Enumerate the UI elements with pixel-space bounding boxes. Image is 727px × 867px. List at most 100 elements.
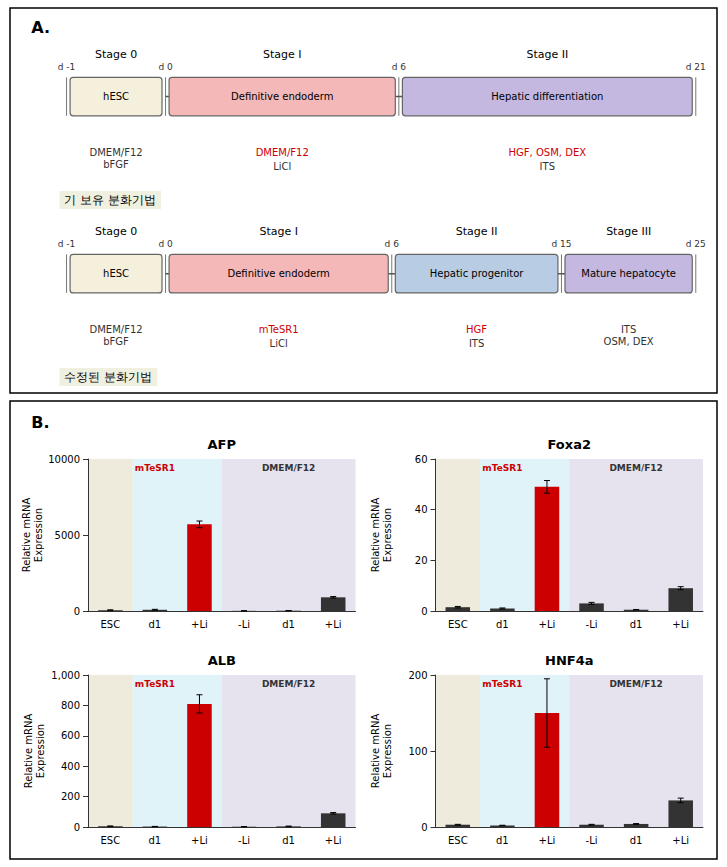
svg-text:+Li: +Li: [191, 619, 208, 630]
svg-text:OSM, DEX: OSM, DEX: [604, 336, 654, 347]
svg-text:d1: d1: [496, 835, 509, 846]
svg-text:hESC: hESC: [103, 268, 129, 279]
svg-text:ESC: ESC: [448, 835, 468, 846]
svg-text:0: 0: [74, 606, 80, 617]
svg-text:0: 0: [74, 822, 80, 833]
svg-text:d 6: d 6: [385, 239, 400, 249]
svg-text:ITS: ITS: [621, 324, 636, 335]
svg-text:Hepatic progenitor: Hepatic progenitor: [430, 268, 525, 279]
svg-text:ITS: ITS: [469, 338, 484, 349]
svg-text:B.: B.: [31, 413, 49, 432]
svg-text:DMEM/F12: DMEM/F12: [609, 679, 663, 689]
svg-text:Expression: Expression: [382, 508, 393, 562]
svg-text:DMEM/F12: DMEM/F12: [89, 147, 142, 158]
svg-text:-Li: -Li: [238, 835, 250, 846]
svg-text:Definitive endoderm: Definitive endoderm: [231, 91, 333, 102]
svg-text:+Li: +Li: [191, 835, 208, 846]
svg-text:0: 0: [421, 822, 427, 833]
svg-text:d1: d1: [149, 619, 162, 630]
svg-text:bFGF: bFGF: [103, 336, 129, 347]
svg-text:LiCl: LiCl: [273, 161, 291, 172]
svg-text:DMEM/F12: DMEM/F12: [262, 463, 316, 473]
svg-text:-Li: -Li: [586, 835, 598, 846]
svg-text:Expression: Expression: [35, 724, 46, 778]
svg-text:Relative mRNA: Relative mRNA: [370, 498, 381, 573]
svg-text:-Li: -Li: [238, 619, 250, 630]
svg-text:HGF: HGF: [466, 324, 487, 335]
svg-text:+Li: +Li: [672, 835, 689, 846]
svg-text:ITS: ITS: [540, 161, 555, 172]
svg-text:mTeSR1: mTeSR1: [482, 679, 522, 689]
svg-text:60: 60: [415, 454, 428, 465]
svg-text:d1: d1: [630, 619, 643, 630]
svg-text:HNF4a: HNF4a: [545, 653, 593, 668]
svg-text:400: 400: [61, 761, 80, 772]
svg-text:Hepatic differentiation: Hepatic differentiation: [491, 91, 603, 102]
svg-text:HGF, OSM, DEX: HGF, OSM, DEX: [509, 147, 587, 158]
svg-text:A.: A.: [31, 18, 50, 37]
svg-text:Mature hepatocyte: Mature hepatocyte: [581, 268, 676, 279]
svg-text:0: 0: [421, 606, 427, 617]
svg-text:Foxa2: Foxa2: [548, 437, 592, 452]
svg-text:Stage I: Stage I: [263, 48, 302, 61]
svg-text:DMEM/F12: DMEM/F12: [89, 324, 142, 335]
svg-text:+Li: +Li: [539, 835, 556, 846]
svg-text:Expression: Expression: [33, 508, 44, 562]
svg-text:10000: 10000: [48, 454, 80, 465]
svg-text:d 15: d 15: [551, 239, 571, 249]
svg-text:+Li: +Li: [539, 619, 556, 630]
svg-text:800: 800: [61, 700, 80, 711]
svg-text:d 0: d 0: [158, 62, 173, 72]
svg-text:5000: 5000: [55, 530, 80, 541]
svg-text:600: 600: [61, 730, 80, 741]
svg-text:d1: d1: [282, 835, 295, 846]
svg-text:Stage II: Stage II: [456, 225, 498, 238]
svg-text:Relative mRNA: Relative mRNA: [370, 714, 381, 789]
svg-text:d1: d1: [630, 835, 643, 846]
svg-text:+Li: +Li: [325, 835, 342, 846]
svg-text:d 6: d 6: [392, 62, 407, 72]
svg-text:d 21: d 21: [686, 62, 706, 72]
svg-text:d1: d1: [282, 619, 295, 630]
svg-text:d1: d1: [149, 835, 162, 846]
svg-text:-Li: -Li: [586, 619, 598, 630]
svg-text:Definitive endoderm: Definitive endoderm: [227, 268, 329, 279]
svg-text:Stage III: Stage III: [606, 225, 651, 238]
svg-text:d1: d1: [496, 619, 509, 630]
svg-text:LiCl: LiCl: [270, 338, 288, 349]
svg-text:Expression: Expression: [382, 724, 393, 778]
svg-text:ESC: ESC: [100, 619, 120, 630]
svg-text:hESC: hESC: [103, 91, 129, 102]
svg-text:DMEM/F12: DMEM/F12: [609, 463, 663, 473]
svg-text:20: 20: [415, 555, 428, 566]
svg-text:100: 100: [408, 746, 427, 757]
svg-text:Stage I: Stage I: [259, 225, 298, 238]
svg-text:d -1: d -1: [58, 62, 76, 72]
svg-text:mTeSR1: mTeSR1: [135, 463, 175, 473]
svg-text:200: 200: [61, 791, 80, 802]
svg-text:기 보유 분화기법: 기 보유 분화기법: [64, 193, 156, 207]
svg-text:ESC: ESC: [100, 835, 120, 846]
svg-text:40: 40: [415, 504, 428, 515]
svg-text:Relative mRNA: Relative mRNA: [23, 714, 34, 789]
svg-text:bFGF: bFGF: [103, 159, 129, 170]
svg-text:Stage 0: Stage 0: [95, 48, 137, 61]
svg-text:수정된 분화기법: 수정된 분화기법: [64, 370, 152, 384]
svg-text:mTeSR1: mTeSR1: [482, 463, 522, 473]
svg-text:Stage II: Stage II: [526, 48, 568, 61]
svg-text:+Li: +Li: [325, 619, 342, 630]
svg-text:d -1: d -1: [58, 239, 76, 249]
svg-text:+Li: +Li: [672, 619, 689, 630]
svg-text:DMEM/F12: DMEM/F12: [256, 147, 309, 158]
svg-text:1,000: 1,000: [51, 670, 80, 681]
svg-text:Stage 0: Stage 0: [95, 225, 137, 238]
svg-text:200: 200: [408, 670, 427, 681]
svg-text:mTeSR1: mTeSR1: [135, 679, 175, 689]
svg-text:mTeSR1: mTeSR1: [259, 324, 299, 335]
svg-text:d 0: d 0: [158, 239, 173, 249]
svg-text:DMEM/F12: DMEM/F12: [262, 679, 316, 689]
svg-text:Relative mRNA: Relative mRNA: [21, 498, 32, 573]
svg-text:ALB: ALB: [208, 653, 236, 668]
svg-text:ESC: ESC: [448, 619, 468, 630]
svg-text:AFP: AFP: [208, 437, 236, 452]
